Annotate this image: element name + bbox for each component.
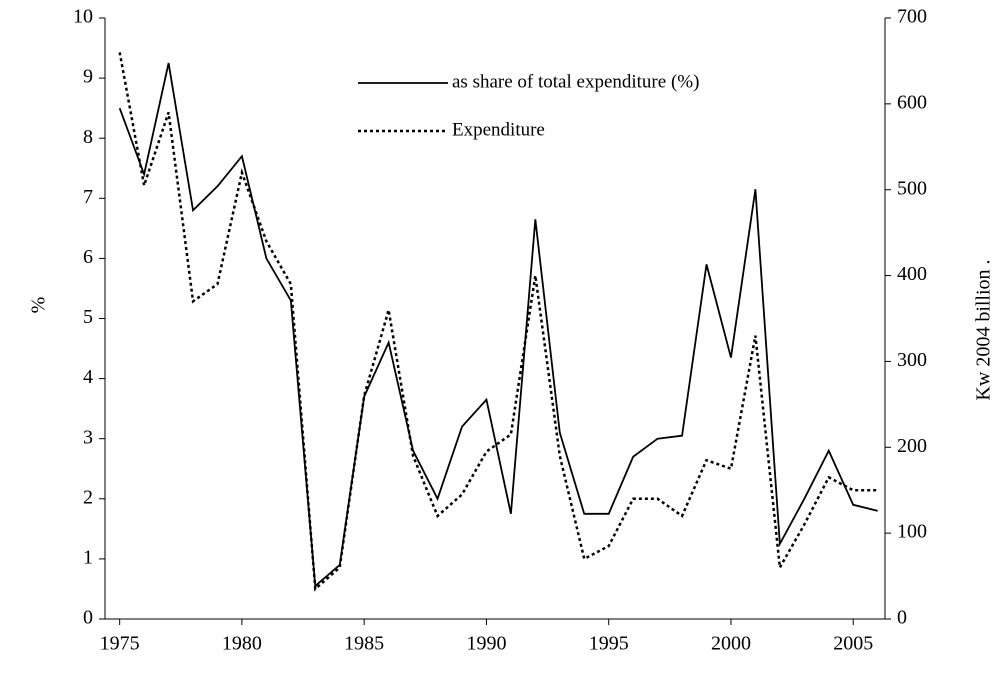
y-tick-label: 0	[83, 607, 93, 629]
y2-tick-label: 700	[897, 6, 927, 28]
x-tick-label: 2000	[711, 633, 751, 655]
x-tick-label: 1985	[344, 633, 384, 655]
y-tick-label: 9	[83, 66, 93, 88]
series-line	[118, 62, 878, 588]
x-tick-label: 1990	[466, 633, 506, 655]
y-axis-label: %	[28, 297, 50, 314]
y2-tick-label: 100	[897, 521, 927, 543]
y2-tick-label: 500	[897, 177, 927, 199]
legend-label: Expenditure	[452, 119, 545, 140]
series-line	[118, 52, 878, 592]
y-tick-label: 4	[83, 366, 93, 388]
y2-axis-label: Kw 2004 billion .	[973, 259, 995, 400]
legend-label: as share of total expenditure (%)	[452, 71, 699, 92]
y2-tick-label: 200	[897, 435, 927, 457]
y2-tick-label: 0	[897, 607, 907, 629]
y-tick-label: 10	[73, 6, 93, 28]
x-tick-label: 1980	[222, 633, 262, 655]
y-tick-label: 6	[83, 246, 93, 268]
y-tick-label: 3	[83, 426, 93, 448]
x-tick-label: 1975	[100, 633, 140, 655]
x-tick-label: 2005	[833, 633, 873, 655]
y-tick-label: 7	[83, 186, 93, 208]
y-tick-label: 8	[83, 126, 93, 148]
y-tick-label: 5	[83, 306, 93, 328]
y-tick-label: 1	[83, 546, 93, 568]
y-tick-label: 2	[83, 486, 93, 508]
y2-tick-label: 600	[897, 91, 927, 113]
y2-tick-label: 300	[897, 349, 927, 371]
y2-tick-label: 400	[897, 263, 927, 285]
x-tick-label: 1995	[589, 633, 629, 655]
